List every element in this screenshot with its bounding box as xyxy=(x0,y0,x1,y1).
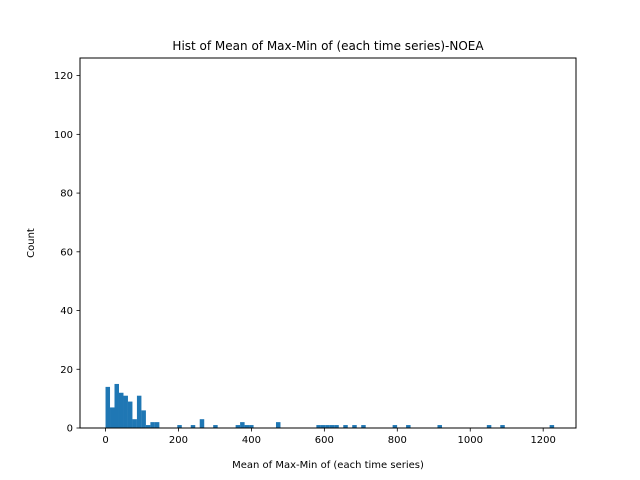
y-tick-label: 80 xyxy=(60,189,73,200)
bars-group xyxy=(105,383,555,428)
histogram-bar xyxy=(154,422,160,428)
histogram-bar xyxy=(361,425,366,428)
histogram-bar xyxy=(334,425,339,428)
histogram-bar xyxy=(316,425,321,428)
histogram-bar xyxy=(177,425,182,428)
histogram-bar xyxy=(406,425,411,428)
y-tick-label: 20 xyxy=(60,365,73,376)
y-tick-label: 0 xyxy=(67,424,73,435)
x-tick-label: 1200 xyxy=(530,435,555,446)
histogram-bar xyxy=(123,395,128,428)
histogram-bar xyxy=(240,422,245,428)
histogram-bar xyxy=(141,410,146,428)
histogram-bar xyxy=(392,425,398,428)
x-tick-label: 1000 xyxy=(458,435,483,446)
histogram-bar xyxy=(244,425,250,428)
histogram-bar xyxy=(325,425,330,428)
histogram-bar xyxy=(132,419,137,428)
x-tick-label: 400 xyxy=(242,435,261,446)
histogram-bar xyxy=(105,386,111,428)
y-tick-label: 40 xyxy=(60,306,73,317)
y-axis: 0 20 40 60 80 100 120 xyxy=(54,71,80,435)
histogram-bar xyxy=(213,425,218,428)
histogram-bar xyxy=(145,425,151,428)
histogram-bar xyxy=(352,425,357,428)
histogram-bar xyxy=(190,425,196,428)
histogram-bar xyxy=(329,425,335,428)
histogram-bar xyxy=(275,422,281,428)
histogram-bar xyxy=(235,425,241,428)
histogram-bar xyxy=(437,425,442,428)
histogram-bar xyxy=(343,425,348,428)
x-axis: 0 200 400 600 800 1000 1200 xyxy=(102,428,556,446)
x-axis-label: Mean of Max-Min of (each time series) xyxy=(232,460,424,471)
histogram-bar xyxy=(549,425,555,428)
histogram-bar xyxy=(110,407,115,428)
histogram-bar xyxy=(118,392,124,428)
x-tick-label: 800 xyxy=(388,435,407,446)
chart-title: Hist of Mean of Max-Min of (each time se… xyxy=(172,39,484,53)
x-tick-label: 600 xyxy=(315,435,334,446)
histogram-bar xyxy=(150,422,155,428)
x-tick-label: 200 xyxy=(169,435,188,446)
plot-frame xyxy=(79,57,577,429)
histogram-bar xyxy=(114,383,119,428)
y-tick-label: 100 xyxy=(54,130,73,141)
histogram-bar xyxy=(486,425,492,428)
histogram-bar xyxy=(320,425,326,428)
y-axis-label: Count xyxy=(26,228,37,258)
histogram-bar xyxy=(500,425,505,428)
histogram-bar xyxy=(199,419,205,428)
histogram-bar xyxy=(249,425,254,428)
histogram-bar xyxy=(127,401,133,428)
y-tick-label: 60 xyxy=(60,247,73,258)
histogram-bar xyxy=(136,395,142,428)
x-tick-label: 0 xyxy=(102,435,108,446)
y-tick-label: 120 xyxy=(54,71,73,82)
